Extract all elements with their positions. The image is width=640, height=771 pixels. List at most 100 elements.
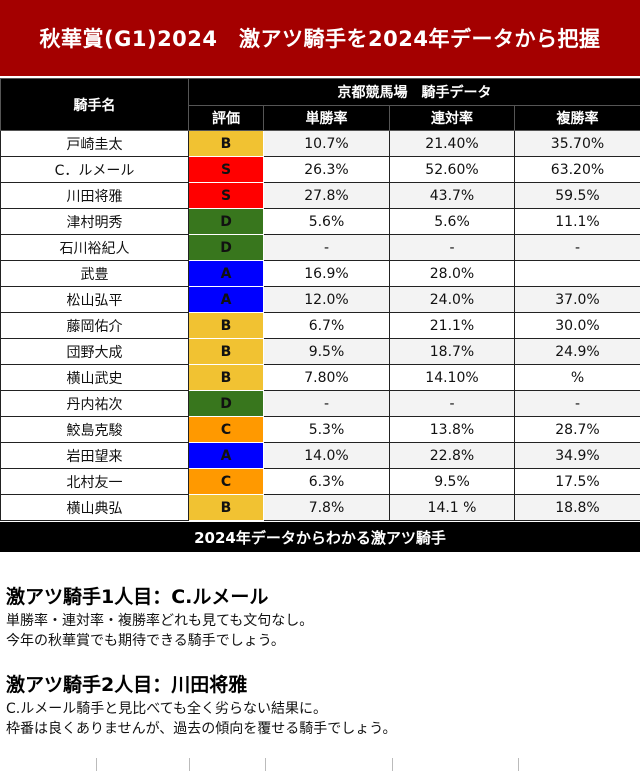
pick-heading: 激アツ騎手2人目：川田将雅 [6, 674, 248, 696]
table-row: 川田将雅 S 27.8% 43.7% 59.5% [0, 182, 640, 209]
place2-rate-cell: 5.6% [389, 208, 515, 235]
place2-rate-cell: 24.0% [389, 286, 515, 313]
jockey-name-cell: 松山弘平 [0, 286, 189, 313]
header-win-rate: 単勝率 [263, 105, 390, 131]
place3-rate-cell: 63.20% [514, 156, 640, 183]
place3-rate-cell: 18.8% [514, 494, 640, 521]
jockey-name-cell: 岩田望来 [0, 442, 189, 469]
jockey-name-cell: 川田将雅 [0, 182, 189, 209]
win-rate-cell: 6.3% [263, 468, 390, 495]
jockey-name-cell: 北村友一 [0, 468, 189, 495]
win-rate-cell: 5.6% [263, 208, 390, 235]
place3-rate-cell: % [514, 364, 640, 391]
place3-rate-cell: 34.9% [514, 442, 640, 469]
jockey-name-cell: 横山典弘 [0, 494, 189, 521]
place3-rate-cell: 37.0% [514, 286, 640, 313]
place2-rate-cell: 43.7% [389, 182, 515, 209]
rank-badge: D [188, 208, 264, 235]
table-row: 丹内祐次 D - - - [0, 390, 640, 417]
place3-rate-cell: 59.5% [514, 182, 640, 209]
win-rate-cell: 14.0% [263, 442, 390, 469]
pick-section-1: 激アツ騎手1人目：C.ルメール 単勝率・連対率・複勝率どれも見ても文句なし。 今年… [6, 582, 313, 651]
rank-badge: A [188, 260, 264, 287]
win-rate-cell: 12.0% [263, 286, 390, 313]
table-row: 戸崎圭太 B 10.7% 21.40% 35.70% [0, 130, 640, 157]
rank-badge: S [188, 182, 264, 209]
table-row: 松山弘平 A 12.0% 24.0% 37.0% [0, 286, 640, 313]
header-place3-rate: 複勝率 [514, 105, 640, 131]
table-row: 武豊 A 16.9% 28.0% [0, 260, 640, 287]
win-rate-cell: 16.9% [263, 260, 390, 287]
pick-text: 単勝率・連対率・複勝率どれも見ても文句なし。 今年の秋華賞でも期待できる騎手でしょ… [6, 611, 313, 651]
rank-badge: D [188, 390, 264, 417]
win-rate-cell: 7.80% [263, 364, 390, 391]
win-rate-cell: 9.5% [263, 338, 390, 365]
pick-section-2: 激アツ騎手2人目：川田将雅 C.ルメール騎手と見比べても全く劣らない結果に。 枠番… [6, 670, 396, 739]
summary-header: 2024年データからわかる激アツ騎手 [0, 522, 640, 552]
pick-heading: 激アツ騎手1人目：C.ルメール [6, 586, 269, 608]
rank-badge: D [188, 234, 264, 261]
place2-rate-cell: - [389, 234, 515, 261]
win-rate-cell: 26.3% [263, 156, 390, 183]
pick-line: 単勝率・連対率・複勝率どれも見ても文句なし。 [6, 613, 314, 629]
place2-rate-cell: 21.1% [389, 312, 515, 339]
win-rate-cell: - [263, 234, 390, 261]
header-rank: 評価 [188, 105, 264, 131]
pick-line: 枠番は良くありませんが、過去の傾向を覆せる騎手でしょう。 [6, 721, 397, 737]
pick-text: C.ルメール騎手と見比べても全く劣らない結果に。 枠番は良くありませんが、過去の傾… [6, 699, 396, 739]
place3-rate-cell: 24.9% [514, 338, 640, 365]
jockey-name-cell: 武豊 [0, 260, 189, 287]
table-row: 石川裕紀人 D - - - [0, 234, 640, 261]
place2-rate-cell: 9.5% [389, 468, 515, 495]
place2-rate-cell: 28.0% [389, 260, 515, 287]
rank-badge: S [188, 156, 264, 183]
place3-rate-cell: 35.70% [514, 130, 640, 157]
place2-rate-cell: - [389, 390, 515, 417]
place3-rate-cell: 17.5% [514, 468, 640, 495]
rank-badge: C [188, 416, 264, 443]
jockey-name-cell: 戸崎圭太 [0, 130, 189, 157]
header-jockey: 騎手名 [0, 78, 189, 131]
win-rate-cell: 5.3% [263, 416, 390, 443]
place3-rate-cell [514, 260, 640, 287]
table-row: 横山武史 B 7.80% 14.10%% [0, 364, 640, 391]
table-row: C．ルメール S 26.3% 52.60% 63.20% [0, 156, 640, 183]
rank-badge: B [188, 338, 264, 365]
place3-rate-cell: 11.1% [514, 208, 640, 235]
jockey-data-table: 騎手名 京都競馬場 騎手データ 評価 単勝率 連対率 複勝率 戸崎圭太 B 10.7… [0, 78, 640, 521]
pick-line: 今年の秋華賞でも期待できる騎手でしょう。 [6, 633, 285, 649]
table-row: 岩田望来 A 14.0% 22.8% 34.9% [0, 442, 640, 469]
jockey-name-cell: 丹内祐次 [0, 390, 189, 417]
table-row: 津村明秀 D 5.6% 5.6% 11.1% [0, 208, 640, 235]
place2-rate-cell: 14.1 % [389, 494, 515, 521]
jockey-name-cell: 横山武史 [0, 364, 189, 391]
win-rate-cell: - [263, 390, 390, 417]
win-rate-cell: 7.8% [263, 494, 390, 521]
win-rate-cell: 10.7% [263, 130, 390, 157]
header-place2-rate: 連対率 [389, 105, 515, 131]
divider [0, 76, 640, 78]
banner-title: 秋華賞(G1)2024 激アツ騎手を2024年データから把握 [39, 27, 601, 51]
jockey-name-cell: 藤岡佑介 [0, 312, 189, 339]
jockey-name-cell: 鮫島克駿 [0, 416, 189, 443]
rank-badge: A [188, 286, 264, 313]
rank-badge: C [188, 468, 264, 495]
table-row: 団野大成 B 9.5% 18.7% 24.9% [0, 338, 640, 365]
table-row: 北村友一 C 6.3% 9.5% 17.5% [0, 468, 640, 495]
table-row: 藤岡佑介 B 6.7% 21.1% 30.0% [0, 312, 640, 339]
pick-article: 激アツ騎手1人目：C.ルメール 単勝率・連対率・複勝率どれも見ても文句なし。 今年… [0, 552, 640, 771]
win-rate-cell: 27.8% [263, 182, 390, 209]
place2-rate-cell: 21.40% [389, 130, 515, 157]
summary-title: 2024年データからわかる激アツ騎手 [194, 528, 446, 547]
win-rate-cell: 6.7% [263, 312, 390, 339]
jockey-name-cell: 津村明秀 [0, 208, 189, 235]
jockey-name-cell: C．ルメール [0, 156, 189, 183]
page-banner: 秋華賞(G1)2024 激アツ騎手を2024年データから把握 [0, 0, 640, 76]
rank-badge: B [188, 364, 264, 391]
place2-rate-cell: 52.60% [389, 156, 515, 183]
table-continuation-lines [0, 758, 640, 771]
place3-rate-cell: 28.7% [514, 416, 640, 443]
rank-badge: B [188, 312, 264, 339]
table-row: 鮫島克駿 C 5.3% 13.8% 28.7% [0, 416, 640, 443]
rank-badge: A [188, 442, 264, 469]
